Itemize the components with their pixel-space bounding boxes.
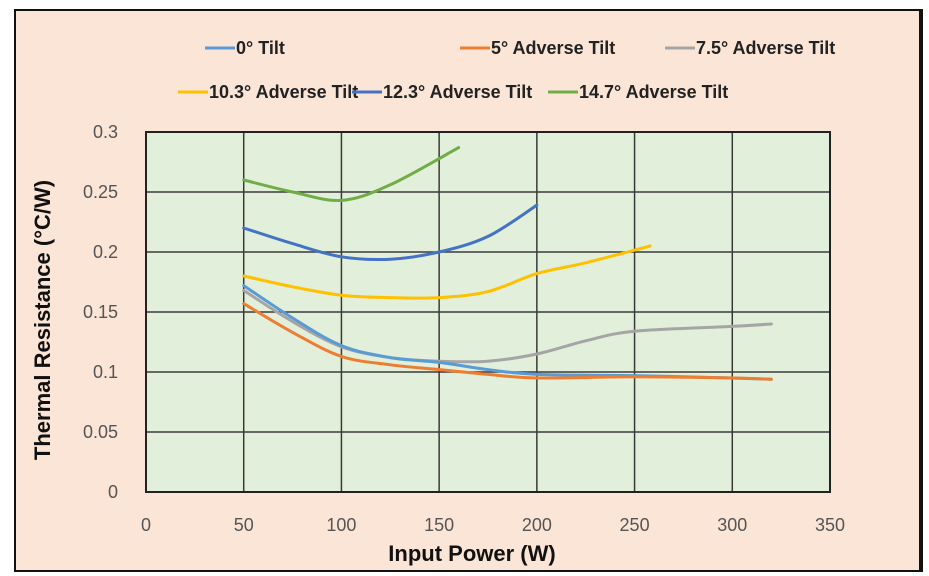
y-tick-label: 0.3 [93, 122, 118, 142]
series-line [242, 146, 461, 203]
legend-label: 10.3° Adverse Tilt [209, 82, 358, 102]
x-tick-label: 150 [424, 515, 454, 535]
series-line [242, 244, 652, 300]
y-tick-label: 0.1 [93, 362, 118, 382]
plot-border [145, 131, 831, 493]
legend-label: 5° Adverse Tilt [491, 38, 615, 58]
series-line [242, 203, 539, 262]
y-tick-label: 0.15 [83, 302, 118, 322]
chart-legend: 0° Tilt 5° Adverse Tilt 7.5° Adverse Tilt 1… [178, 38, 835, 102]
x-axis-title: Input Power (W) [388, 541, 555, 566]
legend-label: 7.5° Adverse Tilt [696, 38, 835, 58]
x-tick-label: 50 [234, 515, 254, 535]
y-tick-label: 0.2 [93, 242, 118, 262]
y-axis-title: Thermal Resistance (°C/W) [30, 180, 55, 460]
y-tick-label: 0.05 [83, 422, 118, 442]
series-line [242, 288, 773, 364]
data-series [242, 146, 773, 381]
y-axis-ticks: 0 0.05 0.1 0.15 0.2 0.25 0.3 [83, 122, 118, 502]
x-axis-ticks: 0 50 100 150 200 250 300 350 [141, 515, 845, 535]
x-tick-label: 350 [815, 515, 845, 535]
series-line [242, 302, 773, 381]
x-tick-label: 250 [620, 515, 650, 535]
y-tick-label: 0.25 [83, 182, 118, 202]
x-tick-label: 100 [326, 515, 356, 535]
legend-label: 0° Tilt [236, 38, 285, 58]
x-tick-label: 300 [717, 515, 747, 535]
legend-label: 12.3° Adverse Tilt [383, 82, 532, 102]
x-tick-label: 0 [141, 515, 151, 535]
x-tick-label: 200 [522, 515, 552, 535]
legend-label: 14.7° Adverse Tilt [579, 82, 728, 102]
y-tick-label: 0 [108, 482, 118, 502]
